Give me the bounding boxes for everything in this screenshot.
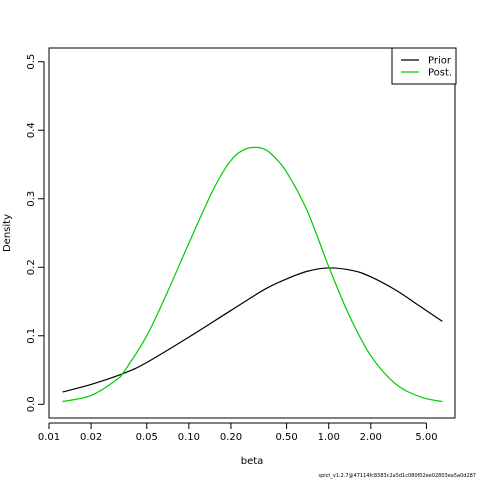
y-tick-label: 0.3 xyxy=(26,191,37,207)
series-line-post xyxy=(62,146,443,403)
legend-label-post: Post. xyxy=(428,68,452,79)
x-tick-label: 0.10 xyxy=(178,432,200,443)
x-tick-label: 5.00 xyxy=(415,432,437,443)
legend-box xyxy=(391,47,457,85)
x-tick-label: 0.20 xyxy=(220,432,242,443)
y-tick-label: 0.4 xyxy=(26,122,37,138)
x-tick-label: 0.01 xyxy=(38,432,60,443)
series-line-prior xyxy=(62,267,443,393)
y-tick-label: 0.2 xyxy=(26,259,37,275)
x-tick-label: 0.02 xyxy=(80,432,102,443)
y-tick-label: 0.5 xyxy=(26,54,37,70)
plot-frame xyxy=(48,47,456,419)
x-tick-label: 0.50 xyxy=(275,432,297,443)
series-layer xyxy=(62,146,443,403)
x-tick-label: 0.05 xyxy=(136,432,158,443)
y-tick-label: 0.1 xyxy=(26,328,37,344)
y-tick-label: 0.0 xyxy=(26,396,37,412)
x-axis-title: beta xyxy=(241,456,264,467)
x-tick-label: 2.00 xyxy=(360,432,382,443)
version-footnote: spict_v1.2.7@47114fc8383c2a5d1c080f02ee0… xyxy=(319,473,477,479)
x-axis: 0.01 0.02 0.05 0.10 0.20 0.50 1.00 2.00 5.00 xyxy=(38,422,438,443)
x-tick-label: 1.00 xyxy=(318,432,340,443)
y-axis-title: Density xyxy=(2,214,13,252)
y-axis: 0.0 0.1 0.2 0.3 0.4 0.5 xyxy=(26,54,45,412)
legend-label-prior: Prior xyxy=(428,56,452,67)
